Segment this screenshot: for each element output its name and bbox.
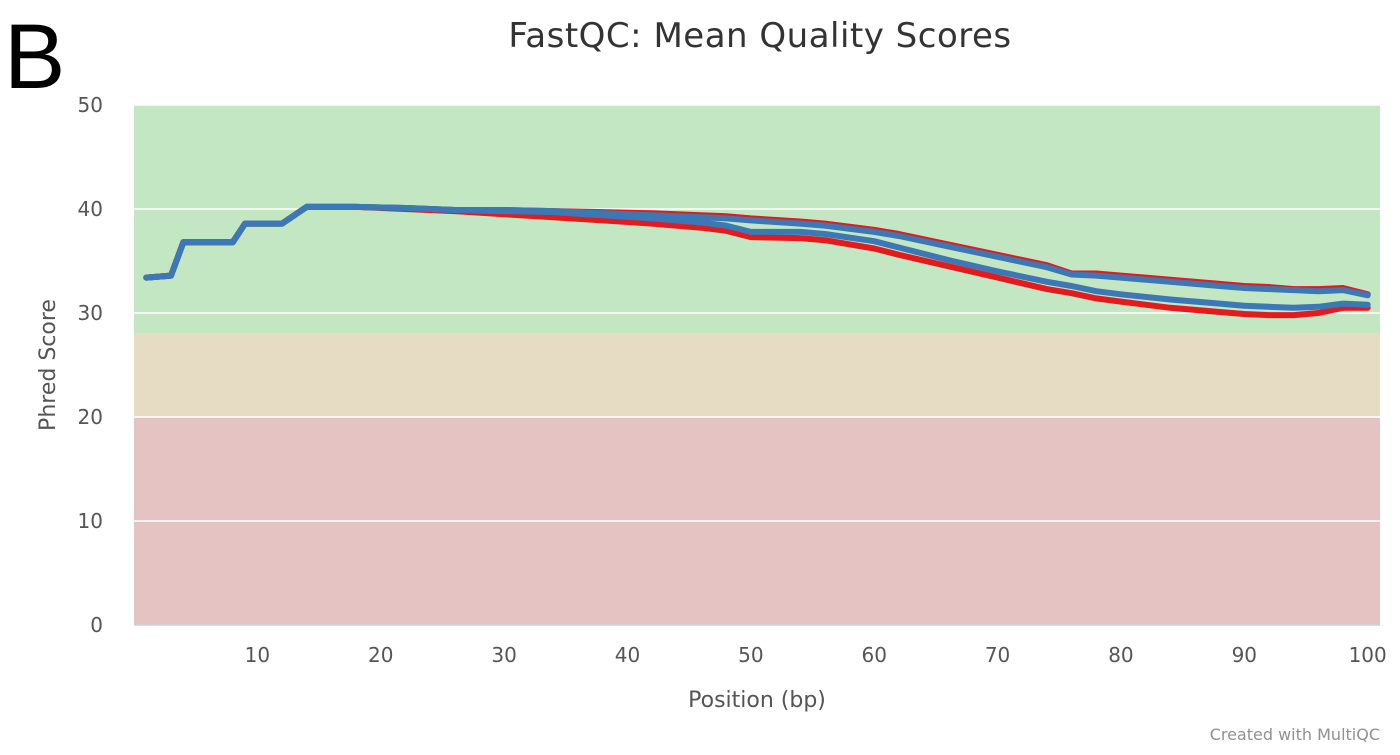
zone-band-1 — [134, 333, 1380, 417]
x-tick-label-90: 90 — [1232, 643, 1257, 667]
credit-text: Created with MultiQC — [1210, 725, 1380, 744]
y-axis-label: Phred Score — [36, 299, 61, 431]
x-tick-label-30: 30 — [491, 643, 516, 667]
x-tick-label-100: 100 — [1349, 643, 1387, 667]
y-tick-label-0: 0 — [90, 613, 103, 637]
series-line-3 — [143, 203, 1371, 299]
y-tick-label-50: 50 — [78, 93, 103, 117]
x-tick-label-60: 60 — [861, 643, 886, 667]
x-axis-label: Position (bp) — [688, 688, 826, 713]
series-lines — [143, 203, 1371, 319]
chart-title: FastQC: Mean Quality Scores — [508, 16, 1011, 56]
y-tick-label-10: 10 — [78, 509, 103, 533]
x-tick-label-20: 20 — [368, 643, 393, 667]
zone-bands — [134, 105, 1380, 625]
tick-labels: 10 20 30 40 50 60 70 80 90 100 0 10 20 30 40 50 — [78, 93, 1387, 667]
x-tick-label-80: 80 — [1108, 643, 1133, 667]
x-tick-label-70: 70 — [985, 643, 1010, 667]
y-tick-label-20: 20 — [78, 405, 103, 429]
y-tick-label-40: 40 — [78, 197, 103, 221]
x-tick-label-10: 10 — [245, 643, 270, 667]
panel-label: B — [4, 6, 65, 108]
x-tick-label-50: 50 — [738, 643, 763, 667]
y-tick-label-30: 30 — [78, 301, 103, 325]
x-tick-label-40: 40 — [615, 643, 640, 667]
